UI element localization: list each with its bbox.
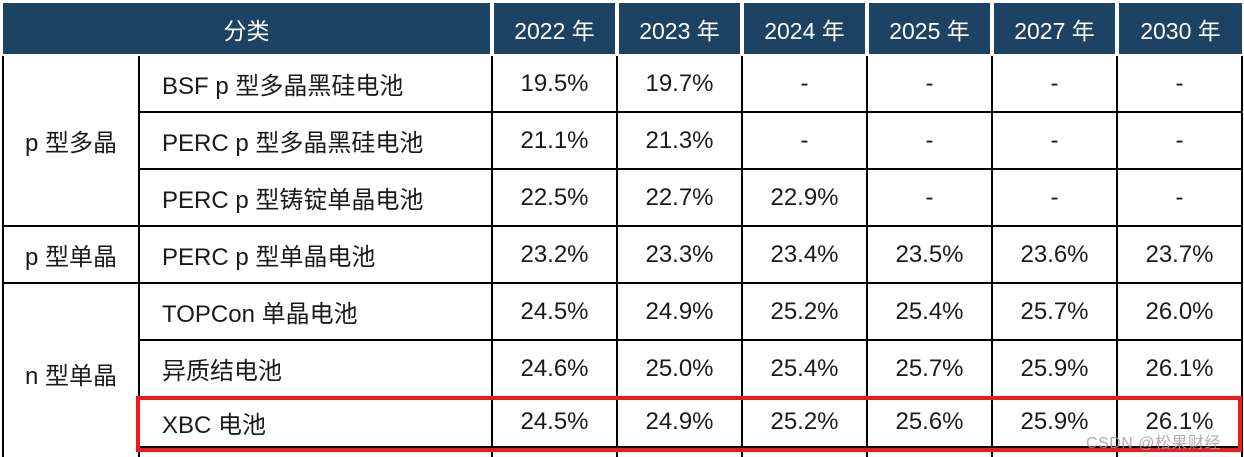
cell-value: 22.9% — [741, 168, 868, 227]
cell-value: 25.7% — [866, 339, 993, 398]
row-name: PERC p 型多晶黑硅电池 — [138, 111, 493, 170]
header-year-2023: 2023 年 — [615, 3, 742, 56]
row-name: PERC p 型单晶电池 — [138, 225, 493, 284]
header-year-2025: 2025 年 — [865, 3, 992, 56]
row-name: BSF p 型多晶黑硅电池 — [138, 54, 493, 113]
header-row: 分类 2022 年 2023 年 2024 年 2025 年 2027 年 20… — [3, 3, 1242, 56]
cell-value: 23.6% — [991, 225, 1118, 284]
watermark: CSDN @松果财经 — [1086, 435, 1222, 452]
cell-value: 24.5% — [491, 282, 618, 341]
cell-value: 23.2% — [491, 225, 618, 284]
cell-value: 19.7% — [616, 54, 743, 113]
cell-value: 25.4% — [866, 282, 993, 341]
header-year-2027: 2027 年 — [990, 3, 1117, 56]
cell-value: 25.4% — [741, 339, 868, 398]
cell-value: - — [741, 54, 868, 113]
table-row: p 型单晶 PERC p 型单晶电池 23.2% 23.3% 23.4% 23.… — [2, 225, 1243, 284]
table-row: PERC p 型铸锭单晶电池 22.5% 22.7% 22.9% - - - — [3, 168, 1243, 227]
table-row-highlighted: XBC 电池 24.5% 24.9% 25.2% 25.6% 25.9% 26.… — [3, 396, 1243, 448]
table-row: n 型单晶 TOPCon 单晶电池 24.5% 24.9% 25.2% 25.4… — [2, 282, 1243, 457]
cell-efficiency-table: 分类 2022 年 2023 年 2024 年 2025 年 2027 年 20… — [2, 3, 1243, 457]
cell-value: 23.5% — [866, 225, 993, 284]
cell-value: 25.6% — [866, 396, 993, 448]
table-row-partial — [3, 446, 1243, 457]
cell-value: - — [1116, 111, 1243, 170]
cell-value: 22.5% — [491, 168, 618, 227]
table-header: 分类 2022 年 2023 年 2024 年 2025 年 2027 年 20… — [3, 3, 1242, 56]
cell-value: 19.5% — [491, 54, 618, 113]
cell-value: - — [991, 111, 1118, 170]
cell-value: 25.2% — [741, 396, 868, 448]
header-category: 分类 — [3, 3, 492, 56]
header-year-2022: 2022 年 — [490, 3, 617, 56]
cell-value: 25.0% — [616, 339, 743, 398]
cell-value: 26.1% — [1116, 339, 1243, 398]
cell-value: 23.7% — [1116, 225, 1243, 284]
row-name: XBC 电池 — [138, 396, 493, 448]
cell-value: - — [1116, 168, 1243, 227]
cell-value: 23.4% — [741, 225, 868, 284]
cell-value: 26.0% — [1116, 282, 1243, 341]
cell-value: 22.7% — [616, 168, 743, 227]
cell-value: - — [991, 54, 1118, 113]
cell-value: 21.1% — [491, 111, 618, 170]
row-name: TOPCon 单晶电池 — [138, 282, 493, 341]
cell-value: - — [991, 168, 1118, 227]
cell-value: 25.9% — [991, 339, 1118, 398]
table-body: p 型多晶 BSF p 型多晶黑硅电池 19.5% 19.7% - - - - … — [2, 54, 1243, 457]
table-row: 异质结电池 24.6% 25.0% 25.4% 25.7% 25.9% 26.1… — [3, 339, 1243, 398]
cell-value: 21.3% — [616, 111, 743, 170]
cell-value: 24.5% — [491, 396, 618, 448]
cell-value: - — [741, 111, 868, 170]
cell-value: - — [866, 111, 993, 170]
cell-value: 24.9% — [616, 396, 743, 448]
cell-value: 24.6% — [491, 339, 618, 398]
cell-value: 25.9% — [991, 396, 1118, 448]
row-name: 异质结电池 — [138, 339, 493, 398]
cell-value: 24.9% — [616, 282, 743, 341]
cell-value: 25.7% — [991, 282, 1118, 341]
group-label-p-mono: p 型单晶 — [2, 225, 140, 284]
header-year-2030: 2030 年 — [1115, 3, 1242, 56]
group-label-n-mono: n 型单晶 — [2, 282, 140, 457]
group-label-p-multi: p 型多晶 — [2, 54, 140, 227]
row-name: PERC p 型铸锭单晶电池 — [138, 168, 493, 227]
cell-value: 23.3% — [616, 225, 743, 284]
cell-value: 25.2% — [741, 282, 868, 341]
header-year-2024: 2024 年 — [740, 3, 867, 56]
table-row: PERC p 型多晶黑硅电池 21.1% 21.3% - - - - — [3, 111, 1243, 170]
cell-value: - — [866, 54, 993, 113]
cell-value: - — [1116, 54, 1243, 113]
cell-value: - — [866, 168, 993, 227]
table-row: p 型多晶 BSF p 型多晶黑硅电池 19.5% 19.7% - - - - — [2, 54, 1243, 227]
